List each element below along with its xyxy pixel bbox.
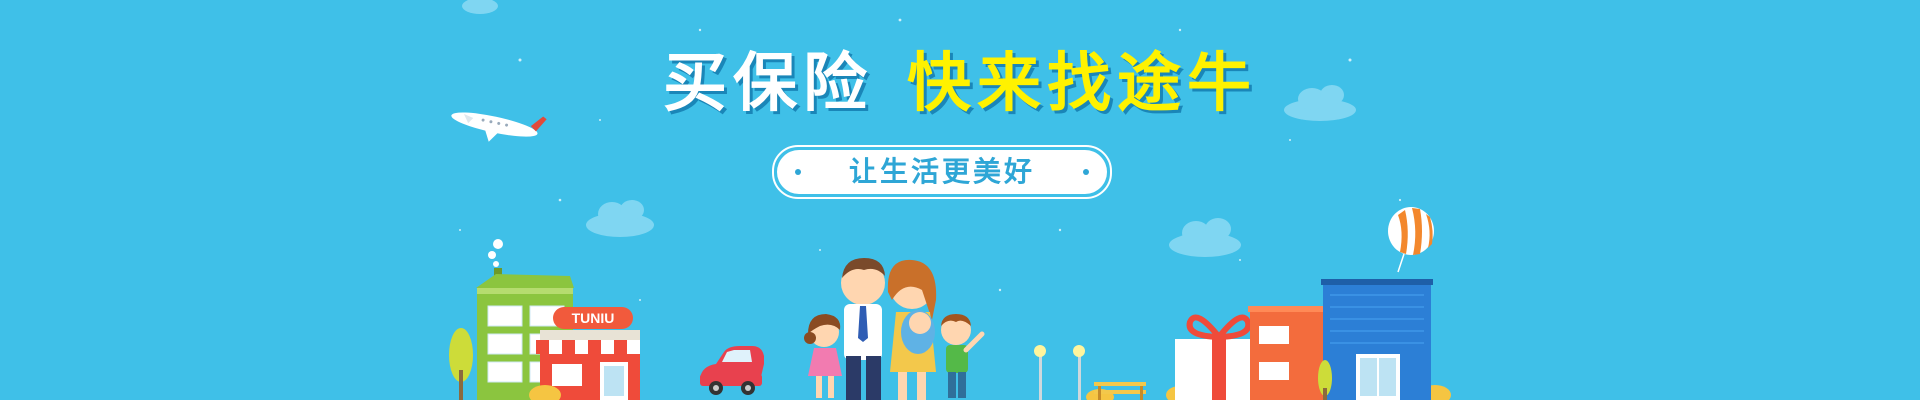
dot-icon xyxy=(1083,169,1089,175)
stars-decoration xyxy=(459,18,1402,301)
car-icon xyxy=(700,346,764,395)
building-icon xyxy=(1248,306,1326,400)
airplane-icon xyxy=(451,112,547,142)
building-icon xyxy=(1321,279,1433,400)
family-icon xyxy=(804,258,985,400)
shop-sign: TUNIU xyxy=(572,310,615,326)
cloud-icon xyxy=(462,0,1356,257)
shop-awning xyxy=(536,340,640,354)
bench-icon xyxy=(1094,382,1146,400)
headline: 买保险 快来找途牛 xyxy=(0,44,1920,124)
tagline-badge: 让生活更美好 xyxy=(772,145,1112,199)
dot-icon xyxy=(795,169,801,175)
headline-buy-insurance: 买保险 xyxy=(663,46,873,121)
tree-icon xyxy=(449,328,473,400)
gift-box-icon xyxy=(1175,314,1263,400)
tagline-text: 让生活更美好 xyxy=(848,155,1035,188)
street-lamp-icon xyxy=(1034,345,1085,400)
balloon-icon xyxy=(1388,207,1434,273)
tree-icon xyxy=(1318,360,1332,400)
headline-find-tuniu: 快来找途牛 xyxy=(907,46,1257,121)
